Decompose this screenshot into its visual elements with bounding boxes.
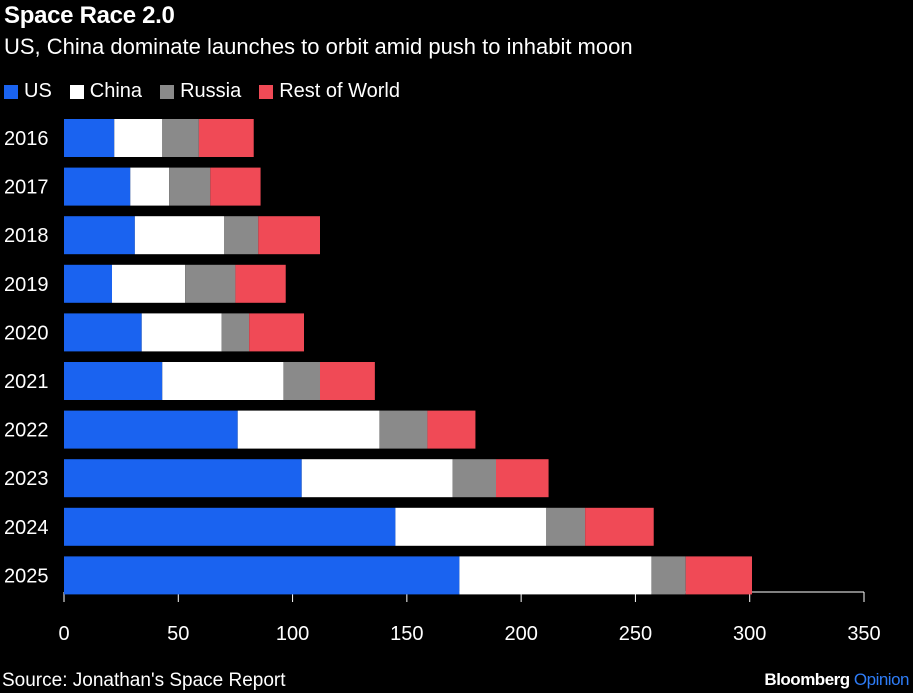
x-tick-label: 0 [58, 623, 69, 645]
chart-title: Space Race 2.0 [4, 2, 175, 29]
x-tick-label: 100 [276, 623, 309, 645]
legend-label-russia: Russia [180, 80, 242, 102]
y-tick-label: 2021 [4, 371, 49, 393]
y-tick-label: 2016 [4, 128, 49, 150]
bar-us [64, 119, 115, 157]
bar-rest-of-world [585, 507, 654, 546]
bar-us [64, 167, 131, 206]
bar-us [64, 216, 135, 255]
x-tick-label: 150 [390, 623, 423, 645]
bar-rest-of-world [210, 167, 261, 206]
brand-main: Bloomberg [764, 670, 850, 689]
bar-us [64, 556, 460, 595]
chart-subtitle: US, China dominate launches to orbit ami… [4, 34, 633, 59]
bar-china [130, 167, 170, 206]
x-tick-label: 300 [733, 623, 766, 645]
bar-russia [379, 410, 428, 449]
bar-russia [169, 167, 211, 206]
brand-sub: Opinion [853, 670, 910, 689]
legend-swatch-us [4, 84, 18, 99]
bar-rest-of-world [258, 216, 320, 255]
bar-russia [185, 264, 236, 303]
y-tick-label: 2019 [4, 274, 49, 296]
legend-item-russia: Russia [160, 80, 241, 103]
bar-rest-of-world [198, 119, 254, 157]
bar-rest-of-world [496, 459, 549, 498]
bar-russia [452, 459, 496, 498]
y-tick-label: 2020 [4, 322, 49, 344]
x-tick-label: 50 [167, 623, 189, 645]
y-tick-label: 2023 [4, 468, 49, 490]
bar-china [114, 119, 163, 157]
brand-logo: Bloomberg Opinion [764, 670, 909, 690]
bar-us [64, 459, 302, 498]
bar-rest-of-world [235, 264, 286, 303]
bar-china [162, 362, 284, 400]
y-tick-label: 2018 [4, 225, 49, 247]
bar-russia [651, 556, 686, 595]
bar-russia [283, 362, 320, 400]
bar-rest-of-world [320, 362, 375, 400]
bar-china [459, 556, 652, 595]
bar-russia [221, 313, 250, 352]
bar-russia [224, 216, 259, 255]
x-tick-label: 350 [847, 623, 880, 645]
bar-china [301, 459, 453, 498]
legend-label-us: US [24, 80, 52, 102]
source-note: Source: Jonathan's Space Report [2, 670, 286, 691]
bar-rest-of-world [685, 556, 752, 595]
bar-china [237, 410, 380, 449]
bar-us [64, 362, 163, 400]
bar-china [141, 313, 222, 352]
bar-us [64, 507, 396, 546]
x-tick-label: 250 [619, 623, 652, 645]
legend-label-china: China [89, 80, 143, 102]
y-tick-label: 2022 [4, 420, 49, 442]
legend-swatch-rest-of-world [259, 84, 274, 99]
bar-russia [162, 119, 199, 157]
legend-item-us: US [4, 80, 52, 103]
bar-us [64, 313, 142, 352]
bar-us [64, 264, 112, 303]
bar-china [112, 264, 186, 303]
bar-china [395, 507, 547, 546]
bar-china [134, 216, 224, 255]
legend-item-china: China [69, 80, 143, 103]
bar-russia [546, 507, 586, 546]
y-tick-label: 2025 [4, 565, 49, 587]
bar-rest-of-world [427, 410, 476, 449]
bar-rest-of-world [249, 313, 304, 352]
y-tick-label: 2024 [4, 517, 49, 539]
bar-us [64, 410, 238, 449]
y-tick-label: 2017 [4, 177, 49, 199]
legend-swatch-russia [160, 84, 175, 99]
legend-label-rest-of-world: Rest of World [279, 80, 400, 102]
x-tick-label: 200 [504, 623, 537, 645]
legend-item-rest-of-world: Rest of World [259, 80, 400, 103]
legend-swatch-china [69, 84, 84, 99]
legend: US China Russia Rest of World [4, 80, 418, 103]
